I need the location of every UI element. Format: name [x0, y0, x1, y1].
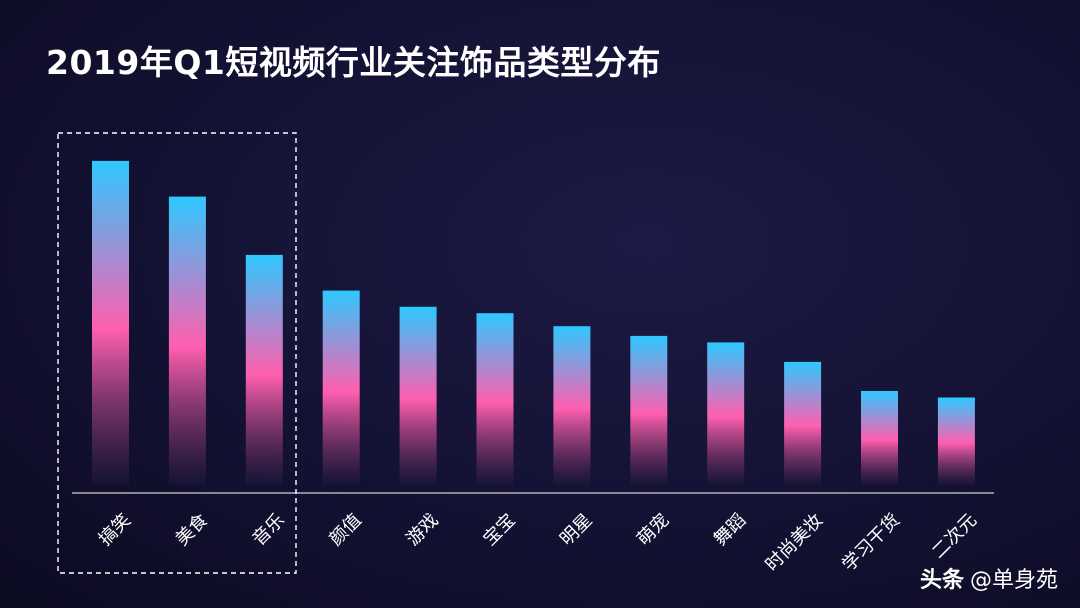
bar-7 — [553, 326, 591, 485]
category-label-10: 时尚美妆 — [761, 510, 827, 576]
category-label-12: 二次元 — [928, 510, 981, 563]
bar-1 — [92, 160, 129, 485]
bar-5 — [399, 306, 437, 485]
highlight-box — [57, 132, 297, 574]
category-label-9: 舞蹈 — [710, 510, 750, 550]
category-label-11: 学习干货 — [838, 510, 904, 576]
category-label-3: 音乐 — [249, 510, 289, 550]
watermark: 头条 @单身苑 — [920, 562, 1058, 594]
watermark-handle: @单身苑 — [969, 568, 1058, 593]
category-label-2: 美食 — [172, 510, 212, 550]
bar-10 — [784, 361, 822, 485]
category-label-6: 宝宝 — [479, 510, 519, 550]
bar-11 — [861, 391, 898, 485]
bar-2 — [168, 196, 206, 485]
category-label-7: 明星 — [556, 510, 596, 550]
category-label-5: 游戏 — [402, 510, 442, 550]
category-labels-group: 搞笑 美食 音乐 颜值 游戏 宝宝 明星 萌宠 舞蹈 时尚美妆 学习干货 二次元 — [95, 510, 981, 576]
category-label-1: 搞笑 — [95, 510, 135, 550]
bar-9 — [707, 342, 745, 485]
bar-3 — [245, 254, 283, 485]
bar-12 — [937, 397, 975, 485]
chart-title: 2019年Q1短视频行业关注饰品类型分布 — [46, 43, 661, 82]
bar-4 — [322, 290, 360, 485]
category-label-4: 颜值 — [325, 510, 365, 550]
bars-group — [92, 160, 975, 485]
watermark-brand: 头条 — [919, 568, 964, 593]
bar-6 — [476, 313, 514, 485]
bar-8 — [630, 335, 668, 485]
category-label-8: 萌宠 — [633, 510, 673, 550]
